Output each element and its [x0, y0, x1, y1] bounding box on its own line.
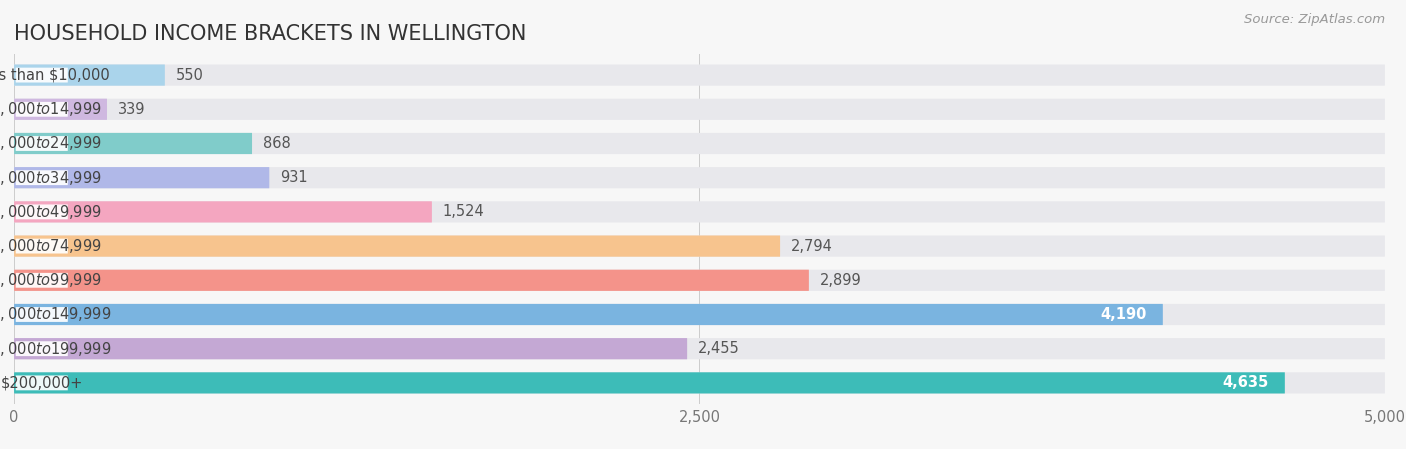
FancyBboxPatch shape — [14, 167, 1385, 188]
FancyBboxPatch shape — [14, 235, 780, 257]
FancyBboxPatch shape — [14, 338, 688, 359]
Text: 2,455: 2,455 — [699, 341, 740, 356]
Text: 550: 550 — [176, 68, 204, 83]
FancyBboxPatch shape — [15, 136, 67, 151]
Text: 2,899: 2,899 — [820, 273, 862, 288]
FancyBboxPatch shape — [15, 68, 67, 83]
FancyBboxPatch shape — [14, 270, 808, 291]
FancyBboxPatch shape — [14, 201, 432, 223]
FancyBboxPatch shape — [14, 99, 107, 120]
FancyBboxPatch shape — [15, 273, 67, 288]
FancyBboxPatch shape — [14, 65, 1385, 86]
FancyBboxPatch shape — [14, 235, 1385, 257]
FancyBboxPatch shape — [14, 270, 1385, 291]
Text: $35,000 to $49,999: $35,000 to $49,999 — [0, 203, 103, 221]
Text: Source: ZipAtlas.com: Source: ZipAtlas.com — [1244, 13, 1385, 26]
FancyBboxPatch shape — [14, 65, 165, 86]
Text: $150,000 to $199,999: $150,000 to $199,999 — [0, 340, 111, 358]
FancyBboxPatch shape — [14, 338, 1385, 359]
FancyBboxPatch shape — [14, 133, 252, 154]
FancyBboxPatch shape — [14, 304, 1385, 325]
Text: 4,190: 4,190 — [1099, 307, 1146, 322]
FancyBboxPatch shape — [15, 307, 67, 322]
FancyBboxPatch shape — [15, 341, 67, 356]
Text: 1,524: 1,524 — [443, 204, 485, 220]
FancyBboxPatch shape — [15, 239, 67, 254]
FancyBboxPatch shape — [14, 372, 1385, 393]
Text: $200,000+: $200,000+ — [0, 375, 83, 390]
FancyBboxPatch shape — [15, 375, 67, 390]
FancyBboxPatch shape — [15, 102, 67, 117]
FancyBboxPatch shape — [14, 133, 1385, 154]
FancyBboxPatch shape — [14, 304, 1163, 325]
Text: $75,000 to $99,999: $75,000 to $99,999 — [0, 271, 103, 289]
Text: 2,794: 2,794 — [792, 238, 832, 254]
FancyBboxPatch shape — [14, 99, 1385, 120]
Text: 931: 931 — [280, 170, 308, 185]
Text: Less than $10,000: Less than $10,000 — [0, 68, 110, 83]
Text: 4,635: 4,635 — [1222, 375, 1268, 390]
Text: 868: 868 — [263, 136, 291, 151]
Text: $100,000 to $149,999: $100,000 to $149,999 — [0, 305, 111, 323]
FancyBboxPatch shape — [15, 204, 67, 219]
FancyBboxPatch shape — [14, 372, 1285, 393]
Text: HOUSEHOLD INCOME BRACKETS IN WELLINGTON: HOUSEHOLD INCOME BRACKETS IN WELLINGTON — [14, 24, 526, 44]
FancyBboxPatch shape — [14, 201, 1385, 223]
Text: $15,000 to $24,999: $15,000 to $24,999 — [0, 135, 103, 153]
Text: $10,000 to $14,999: $10,000 to $14,999 — [0, 100, 103, 118]
Text: 339: 339 — [118, 102, 145, 117]
Text: $25,000 to $34,999: $25,000 to $34,999 — [0, 169, 103, 187]
Text: $50,000 to $74,999: $50,000 to $74,999 — [0, 237, 103, 255]
FancyBboxPatch shape — [15, 170, 67, 185]
FancyBboxPatch shape — [14, 167, 270, 188]
